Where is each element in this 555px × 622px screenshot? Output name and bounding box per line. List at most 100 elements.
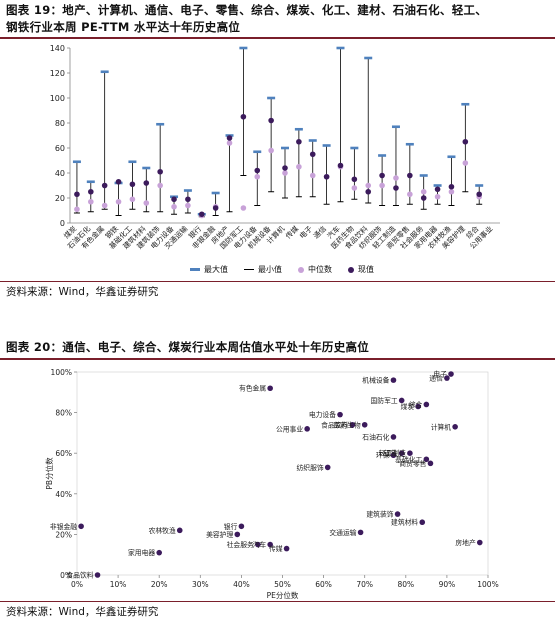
scatter-point (476, 539, 483, 546)
y-tick-label: 0 (60, 219, 65, 228)
scatter-point (234, 531, 241, 538)
current-dot (101, 182, 108, 189)
median-dot (420, 188, 427, 195)
scatter-point (448, 371, 454, 377)
x-tick-label: 80% (397, 580, 414, 589)
point-label: 非银金融 (50, 522, 77, 531)
point-label: 电子 (433, 370, 447, 379)
median-dot (226, 140, 233, 146)
scatter-point (390, 452, 397, 459)
x-tick-label: 10% (110, 580, 127, 589)
point-label: 纺织服饰 (297, 463, 324, 472)
y-tick-label: 40 (55, 169, 65, 178)
current-dot (143, 180, 150, 186)
x-tick-label: 30% (192, 580, 209, 589)
y-tick-label: 0% (60, 571, 72, 580)
x-tick-label: 50% (274, 580, 291, 589)
scatter-point (176, 527, 183, 534)
scatter-point (337, 411, 343, 418)
legend-current-swatch (348, 266, 354, 273)
point-label: 有色金属 (239, 384, 266, 393)
scatter-point (398, 397, 405, 404)
scatter-point (255, 541, 261, 548)
current-dot (282, 165, 288, 171)
point-label: 电力设备 (309, 410, 336, 419)
point-label: 社会服务 (227, 540, 254, 549)
scatter-point (283, 545, 290, 552)
y-tick-label: 100% (51, 368, 72, 377)
y-axis-title: PB分位数 (44, 457, 54, 490)
point-label: 机械设备 (362, 376, 389, 385)
median-dot (171, 203, 177, 210)
scatter-point (324, 464, 331, 471)
current-dot (476, 191, 482, 198)
x-tick-label: 70% (356, 580, 373, 589)
scatter-point (394, 511, 401, 517)
scatter-point (349, 421, 356, 428)
scatter-point (156, 549, 162, 556)
current-dot (309, 151, 316, 158)
point-label: 国防军工 (371, 396, 398, 405)
legend-median-swatch (298, 266, 304, 273)
y-tick-label: 60 (55, 144, 65, 153)
current-dot (434, 186, 441, 193)
current-dot (185, 196, 191, 203)
y-tick-label: 100 (50, 94, 65, 103)
scatter-point (427, 460, 434, 467)
current-dot (226, 135, 233, 141)
scatter-point (423, 456, 430, 463)
current-dot (420, 195, 427, 201)
median-dot (365, 182, 372, 189)
point-label: 美容护理 (206, 530, 233, 539)
point-label: 综合 (409, 400, 423, 409)
scatter-point (407, 450, 413, 456)
legend-median-label: 中位数 (308, 265, 332, 274)
scatter-point (452, 424, 458, 430)
x-axis-title: PE分位数 (267, 590, 299, 600)
current-dot (74, 191, 80, 198)
current-dot (240, 113, 247, 120)
figure-20-bottom-rule (0, 601, 555, 602)
legend-current-label: 现值 (358, 265, 374, 274)
scatter-point (304, 426, 310, 432)
median-dot (393, 175, 399, 181)
point-label: 通信 (429, 374, 443, 383)
current-dot (254, 167, 261, 174)
figure-19-bottom-rule (0, 281, 555, 282)
scatter-point (267, 541, 273, 548)
category-label: 电子 (298, 224, 315, 241)
figure-19-top-rule (0, 37, 555, 39)
y-tick-label: 80% (55, 409, 72, 418)
figure-20-title: 图表 20：通信、电子、综合、煤炭行业本周估值水平处十年历史高位 (6, 340, 370, 354)
figure-20-top-rule (0, 358, 555, 360)
median-dot (88, 198, 94, 205)
point-label: 医药生物 (334, 420, 361, 429)
median-dot (101, 202, 108, 209)
point-label: 传媒 (269, 544, 283, 553)
point-label: 石油石化 (362, 432, 389, 441)
scatter-point (390, 377, 397, 383)
scatter-point (419, 519, 426, 526)
current-dot (129, 181, 136, 188)
scatter-point (361, 421, 368, 428)
scatter-point (415, 403, 421, 410)
legend-max-swatch (190, 268, 200, 271)
legend-min-swatch (244, 269, 254, 270)
scatter-point (267, 385, 273, 392)
median-dot (407, 191, 413, 198)
point-label: 环保 (376, 451, 390, 460)
current-dot (198, 211, 205, 218)
chart19-legend: 最大值 最小值 中位数 现值 (190, 264, 374, 275)
point-label: 商贸零售 (399, 459, 426, 468)
median-dot (296, 163, 302, 170)
y-tick-label: 120 (50, 69, 65, 78)
x-tick-label: 100% (477, 580, 498, 589)
scatter-point (444, 375, 450, 381)
x-tick-label: 0% (71, 580, 83, 589)
y-tick-label: 20% (55, 530, 72, 539)
scatter-point (78, 523, 84, 530)
point-label: 公用事业 (276, 424, 303, 433)
point-label: 农林牧渔 (149, 526, 176, 535)
figure-19-title-line2: 钢铁行业本周 PE-TTM 水平达十年历史高位 (6, 20, 241, 34)
median-dot (157, 182, 163, 189)
